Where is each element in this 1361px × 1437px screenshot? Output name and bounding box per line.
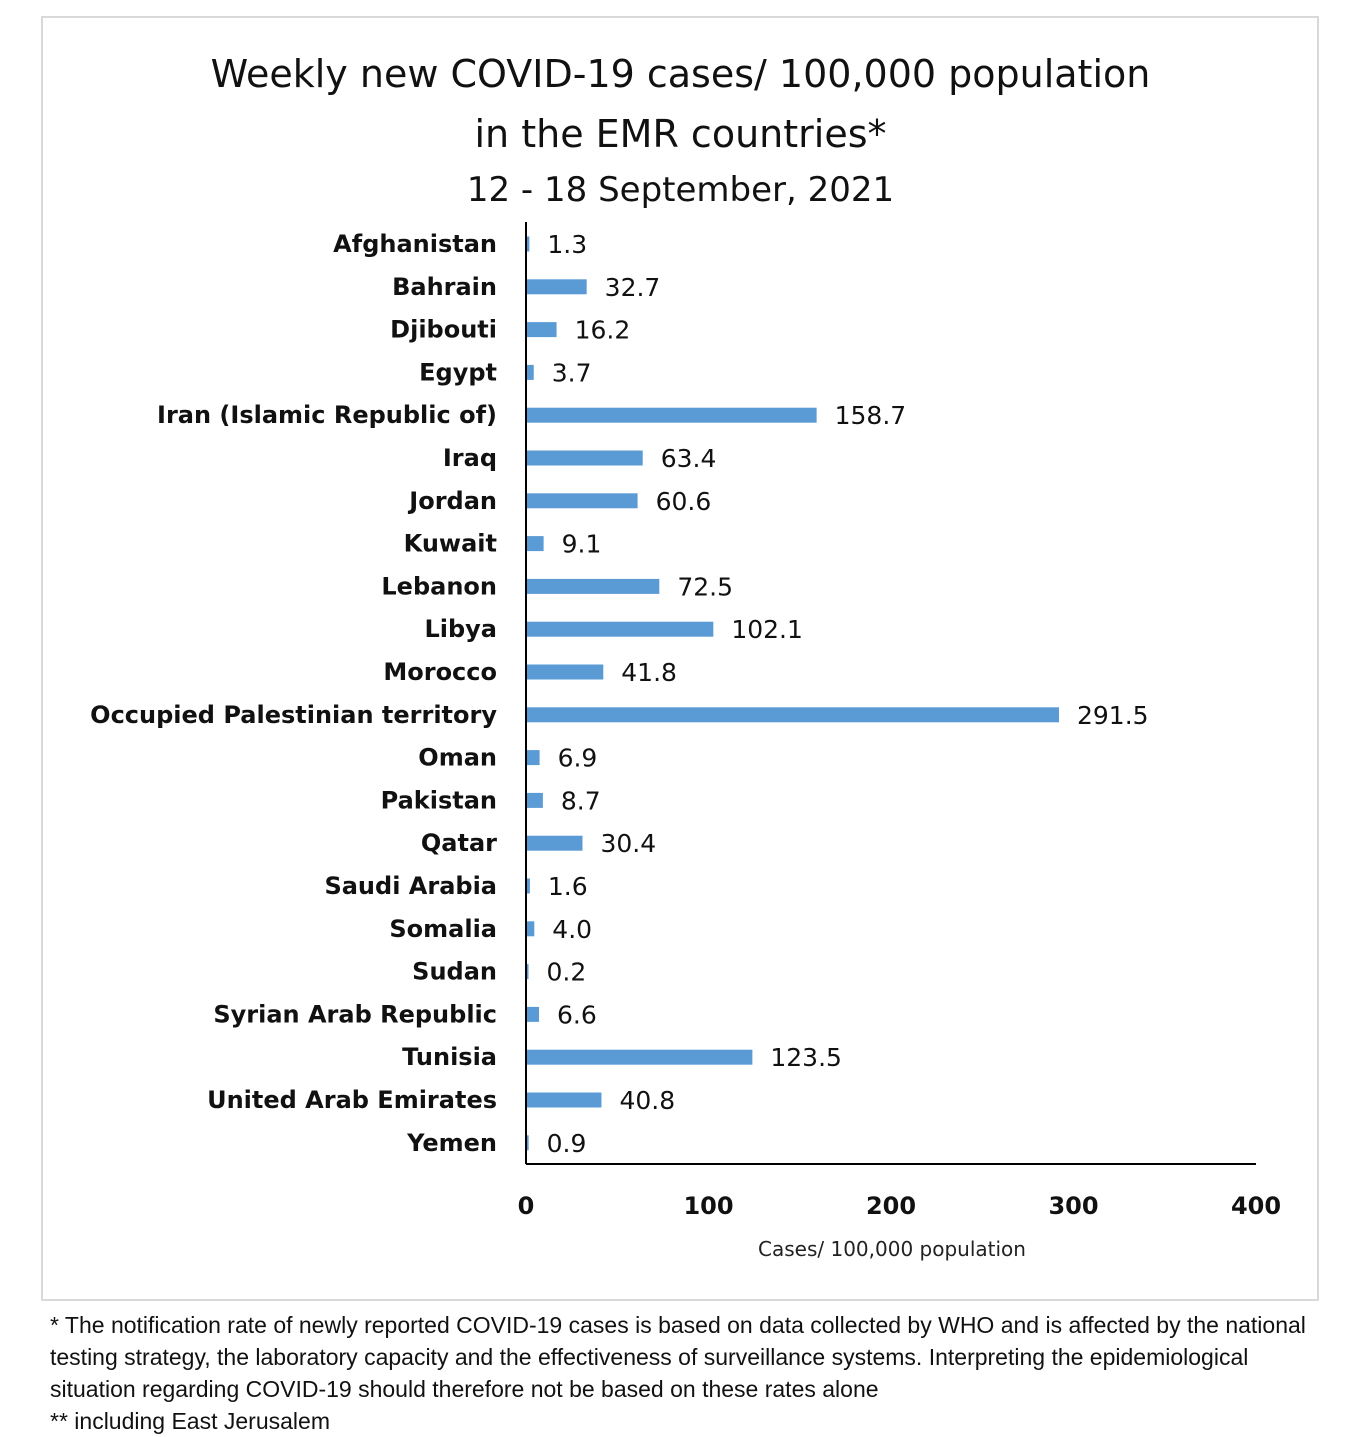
data-label: 60.6 (656, 487, 712, 516)
footnote-1: * The notification rate of newly reporte… (50, 1312, 1306, 1402)
bar (527, 279, 587, 295)
bar (527, 493, 638, 509)
data-label: 291.5 (1077, 701, 1149, 730)
bar (527, 364, 534, 380)
category-label: Morocco (383, 658, 497, 686)
data-label: 72.5 (677, 572, 733, 601)
data-label: 123.5 (770, 1043, 842, 1072)
plot-area: Afghanistan 1.3 Bahrain 32.7 Djibouti 16.2 Egy… (90, 230, 1281, 1220)
category-label: Saudi Arabia (324, 872, 497, 900)
data-label: 40.8 (619, 1086, 675, 1115)
category-label: Djibouti (390, 316, 497, 344)
category-label: Lebanon (381, 572, 497, 600)
bar (527, 536, 544, 552)
chart-subtitle: 12 - 18 September, 2021 (466, 170, 895, 210)
category-label: Oman (418, 744, 497, 772)
data-label: 1.6 (548, 872, 588, 901)
data-label: 6.9 (558, 744, 598, 773)
x-tick-label: 400 (1231, 1192, 1281, 1220)
bar (527, 1006, 540, 1022)
footnote-2: ** including East Jerusalem (50, 1408, 330, 1434)
bar-chart: Afghanistan 1.3 Bahrain 32.7 Djibouti 16.2 Egy… (90, 222, 1281, 1261)
bar (527, 1135, 529, 1151)
chart-title-line2: in the EMR countries* (474, 112, 887, 156)
data-label: 1.3 (547, 230, 587, 259)
bar (527, 664, 604, 680)
data-label: 32.7 (605, 273, 661, 302)
bar (527, 322, 557, 338)
x-tick-label: 300 (1048, 1192, 1098, 1220)
category-label: Iran (Islamic Republic of) (157, 401, 497, 429)
x-tick-label: 0 (518, 1192, 535, 1220)
x-axis-label: Cases/ 100,000 population (758, 1237, 1026, 1261)
category-label: Syrian Arab Republic (213, 1000, 497, 1028)
data-label: 4.0 (552, 915, 592, 944)
data-label: 8.7 (561, 786, 601, 815)
category-label: Libya (424, 615, 497, 643)
bar (527, 750, 540, 766)
bar (527, 707, 1059, 723)
data-label: 0.2 (547, 958, 587, 987)
bar (527, 578, 660, 594)
data-label: 41.8 (621, 658, 677, 687)
chart-frame (41, 16, 1319, 1301)
bar (527, 964, 529, 980)
data-label: 0.9 (547, 1129, 587, 1158)
x-tick-label: 200 (866, 1192, 916, 1220)
category-label: Occupied Palestinian territory (90, 701, 497, 729)
bar (527, 1049, 753, 1065)
data-label: 63.4 (661, 444, 717, 473)
x-tick-label: 100 (683, 1192, 733, 1220)
bar (527, 1092, 602, 1108)
chart-title: Weekly new COVID-19 cases/ 100,000 popul… (210, 52, 1151, 96)
category-label: United Arab Emirates (207, 1086, 497, 1114)
category-label: Qatar (421, 829, 497, 857)
data-label: 102.1 (731, 615, 803, 644)
category-label: Bahrain (392, 273, 497, 301)
category-label: Jordan (407, 487, 497, 515)
category-label: Kuwait (404, 530, 497, 558)
data-label: 16.2 (575, 316, 631, 345)
data-label: 30.4 (600, 829, 656, 858)
bar (527, 407, 817, 423)
data-label: 6.6 (557, 1000, 597, 1029)
category-label: Sudan (412, 958, 497, 986)
bar (527, 450, 643, 466)
bar (527, 878, 530, 894)
bar (527, 835, 583, 851)
category-label: Afghanistan (333, 230, 497, 258)
data-label: 3.7 (552, 358, 592, 387)
category-label: Egypt (419, 358, 497, 386)
bar (527, 621, 714, 637)
category-label: Somalia (389, 915, 497, 943)
category-label: Iraq (443, 444, 497, 472)
bar (527, 921, 535, 937)
category-label: Yemen (406, 1129, 497, 1157)
bar (527, 236, 530, 252)
category-label: Tunisia (402, 1043, 497, 1071)
category-label: Pakistan (381, 786, 497, 814)
data-label: 9.1 (562, 530, 602, 559)
bar (527, 792, 543, 808)
data-label: 158.7 (835, 401, 907, 430)
